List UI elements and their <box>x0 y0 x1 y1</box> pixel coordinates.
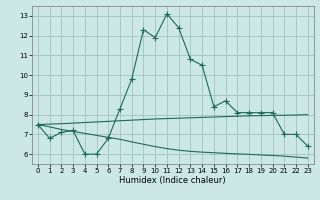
X-axis label: Humidex (Indice chaleur): Humidex (Indice chaleur) <box>119 176 226 185</box>
